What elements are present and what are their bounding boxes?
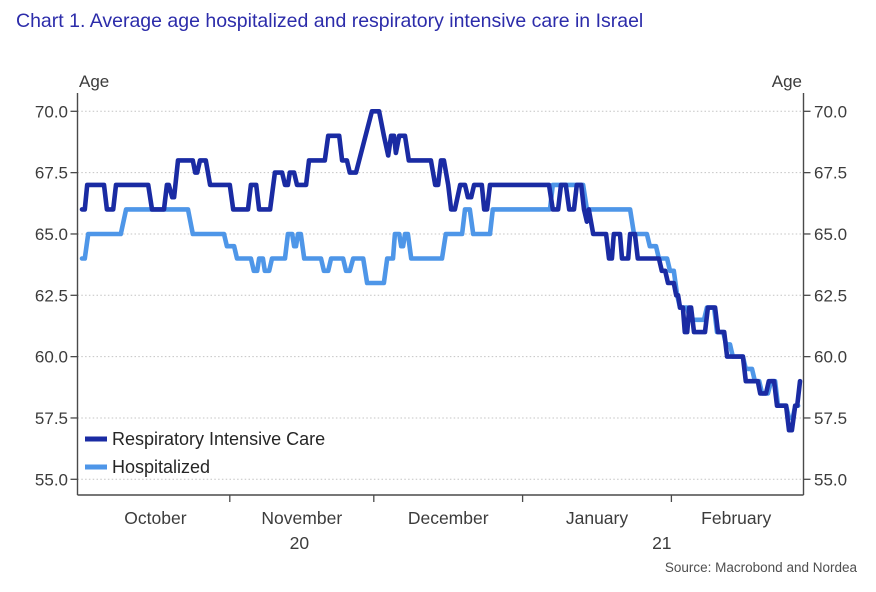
- source-attribution: Source: Macrobond and Nordea: [665, 560, 858, 575]
- x-axis-year-label: 20: [290, 533, 310, 553]
- y-axis-tick-label-right: 67.5: [814, 164, 847, 183]
- y-axis-tick-label-left: 65.0: [35, 225, 68, 244]
- axes: [70, 93, 811, 502]
- y-axis-tick-label-left: 60.0: [35, 348, 68, 367]
- legend: Respiratory Intensive Care Hospitalized: [85, 429, 325, 477]
- y-axis-tick-label-right: 57.5: [814, 409, 847, 428]
- x-axis-labels: October November December January February 20…: [124, 508, 771, 553]
- y-axis-title-right: Age: [772, 72, 802, 91]
- legend-label-hospitalized: Hospitalized: [112, 457, 210, 477]
- x-axis-month-label: February: [701, 508, 771, 528]
- y-axis-title-left: Age: [79, 72, 109, 91]
- legend-label-respiratory-intensive-care: Respiratory Intensive Care: [112, 429, 325, 449]
- series-line-hospitalized: [79, 182, 801, 421]
- x-axis-month-label: December: [408, 508, 489, 528]
- series-line-respiratory-intensive-care: [79, 109, 803, 433]
- y-axis-tick-label-right: 65.0: [814, 225, 847, 244]
- chart-title: Chart 1. Average age hospitalized and re…: [16, 10, 644, 32]
- y-axis-tick-label-right: 62.5: [814, 286, 847, 305]
- y-axis-tick-label-left: 70.0: [35, 102, 68, 121]
- x-axis-month-label: October: [124, 508, 186, 528]
- x-axis-year-label: 21: [652, 533, 671, 553]
- y-axis-tick-label-left: 62.5: [35, 286, 68, 305]
- y-axis-tick-label-right: 60.0: [814, 348, 847, 367]
- x-axis-month-label: January: [566, 508, 629, 528]
- y-axis-tick-label-left: 55.0: [35, 470, 68, 489]
- series-lines: [79, 109, 803, 433]
- y-axis-labels: 55.0 55.0 57.5 57.5 60.0 60.0 62.5 62.5 65.0 65.0…: [35, 102, 847, 489]
- x-axis-month-label: November: [261, 508, 342, 528]
- gridlines: [77, 110, 804, 480]
- y-axis-tick-label-left: 57.5: [35, 409, 68, 428]
- y-axis-tick-label-right: 55.0: [814, 470, 847, 489]
- y-axis-tick-label-left: 67.5: [35, 164, 68, 183]
- y-axis-tick-label-right: 70.0: [814, 102, 847, 121]
